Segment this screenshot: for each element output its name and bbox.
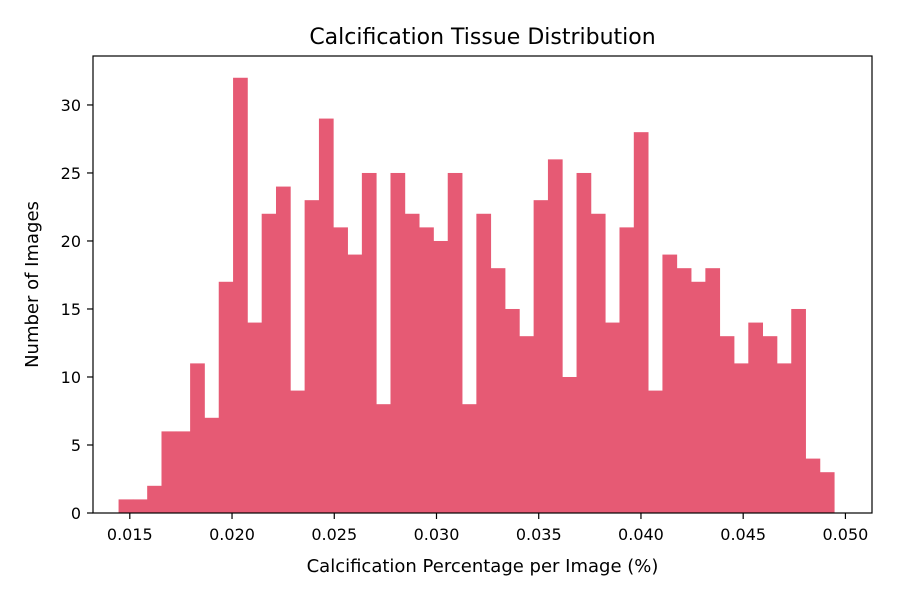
x-tick-label: 0.040 [618, 525, 664, 544]
histogram-bar [605, 322, 620, 513]
histogram-bar [275, 186, 291, 513]
histogram-bar [161, 431, 177, 513]
y-tick-label: 15 [61, 300, 81, 319]
histogram-bar [132, 499, 148, 513]
x-tick-label: 0.035 [516, 525, 562, 544]
histogram-bar [733, 363, 749, 513]
x-tick-label: 0.050 [823, 525, 869, 544]
histogram-bar [433, 240, 449, 514]
histogram-bar [762, 336, 778, 513]
histogram-bar [776, 363, 792, 513]
histogram-bar [204, 417, 220, 513]
histogram-bar [504, 308, 520, 513]
x-tick-label: 0.030 [414, 525, 460, 544]
histogram-bar [175, 431, 191, 513]
histogram-bar [533, 200, 549, 514]
y-tick-label: 5 [71, 436, 81, 455]
histogram-bars [118, 77, 835, 514]
y-tick-label: 20 [61, 232, 81, 251]
histogram-bar [562, 376, 577, 513]
x-tick-label: 0.045 [720, 525, 766, 544]
histogram-bar [719, 336, 735, 513]
histogram-bar [419, 227, 434, 514]
histogram-bar [318, 118, 334, 513]
histogram-bar [247, 322, 263, 513]
histogram-bar [662, 254, 678, 513]
histogram-bar [190, 363, 205, 513]
histogram-bar [118, 499, 134, 513]
y-tick-label: 25 [61, 164, 81, 183]
x-axis-label: Calcification Percentage per Image (%) [307, 556, 659, 577]
histogram-bar [748, 322, 764, 513]
histogram-bar [376, 404, 391, 513]
y-tick-label: 30 [61, 96, 81, 115]
histogram-bar [691, 281, 706, 513]
histogram-bar [333, 227, 348, 514]
histogram-bar [490, 268, 506, 513]
x-tick-label: 0.025 [311, 525, 357, 544]
histogram-bar [576, 172, 592, 513]
histogram-bar [347, 254, 363, 513]
y-tick-label: 0 [71, 504, 81, 523]
x-axis: 0.015 0.020 0.025 0.030 0.035 0.040 0.045 0.050 [107, 513, 868, 544]
histogram-bar [519, 336, 535, 513]
histogram-bar [304, 200, 320, 514]
histogram-bar [805, 458, 821, 513]
histogram-bar [590, 213, 606, 513]
histogram-bar [547, 159, 563, 513]
y-axis-label: Number of Images [22, 201, 43, 368]
histogram-bar [290, 390, 306, 513]
histogram-bar [619, 227, 635, 514]
plot-frame [92, 55, 873, 514]
histogram-bar [147, 485, 162, 513]
histogram-bar [633, 132, 649, 514]
histogram-bar [705, 268, 721, 513]
histogram-bar [390, 172, 406, 513]
histogram-bar [361, 172, 377, 513]
histogram-bar [648, 390, 663, 513]
histogram-bar [791, 308, 806, 513]
histogram-bar [476, 213, 492, 513]
histogram-bar [819, 472, 835, 513]
histogram-bar [233, 77, 248, 513]
histogram-bar [676, 268, 692, 513]
y-tick-label: 10 [61, 368, 81, 387]
chart-title: Calcification Tissue Distribution [309, 25, 655, 50]
histogram-bar [261, 213, 277, 513]
histogram-bar [447, 172, 463, 513]
x-tick-label: 0.020 [209, 525, 255, 544]
x-tick-label: 0.015 [107, 525, 153, 544]
histogram-bar [218, 281, 234, 513]
histogram-bar [462, 404, 477, 513]
y-axis: 0 5 10 15 20 25 30 [61, 96, 93, 523]
histogram-bar [404, 213, 420, 513]
